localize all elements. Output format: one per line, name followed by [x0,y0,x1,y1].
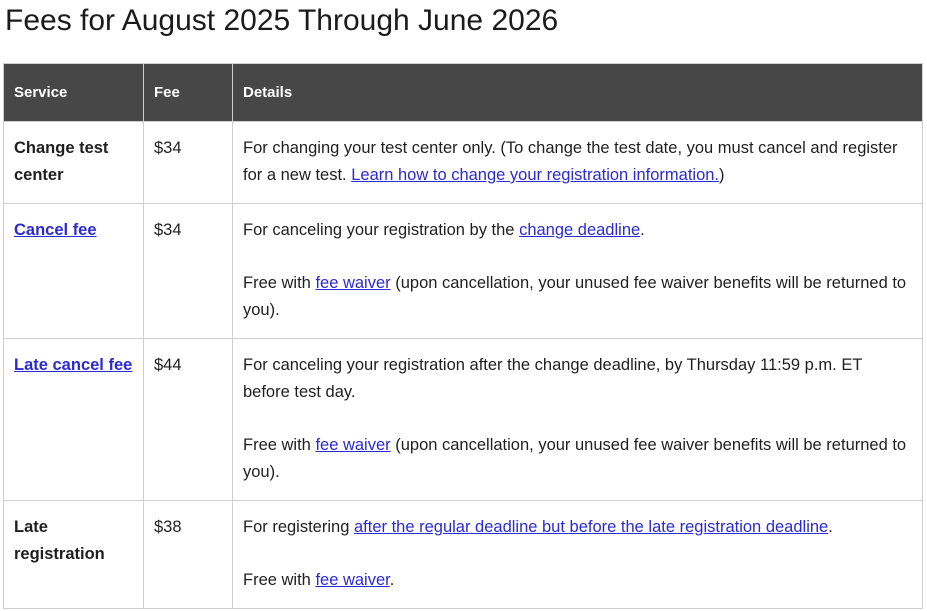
details-paragraph: Free with fee waiver (upon cancellation,… [243,270,912,324]
service-cell: Late registration [3,500,144,609]
column-header-service: Service [3,63,144,122]
fees-table: Service Fee Details Change test center $3… [3,63,923,609]
service-cell: Change test center [3,121,144,204]
details-text: For canceling your registration after th… [243,356,863,401]
details-paragraph: For canceling your registration after th… [243,352,912,406]
fees-table-body: Change test center $34 For changing your t… [3,121,923,609]
details-text: (upon cancellation, your unused fee waiv… [243,436,907,481]
details-paragraph: Free with fee waiver. [243,567,912,594]
table-row: Cancel fee $34 For canceling your registra… [3,203,923,339]
details-cell: For canceling your registration after th… [232,338,923,501]
details-paragraph: For changing your test center only. (To … [243,135,912,189]
column-header-details: Details [232,63,923,122]
details-text: (upon cancellation, your unused fee waiv… [243,274,907,319]
details-link[interactable]: change deadline [519,221,641,239]
details-cell: For registering after the regular deadli… [232,500,923,609]
table-row: Late registration $38 For registering afte… [3,500,923,609]
details-text: Free with [243,436,316,454]
service-link[interactable]: Late cancel fee [14,356,133,374]
details-text: . [389,571,395,589]
details-text: Free with [243,571,316,589]
details-text: For changing your test center only. (To … [243,139,898,184]
service-name: Change test center [14,139,109,184]
service-cell: Late cancel fee [3,338,144,501]
fee-cell: $38 [143,500,233,609]
page-title: Fees for August 2025 Through June 2026 [5,4,559,37]
details-paragraph: Free with fee waiver (upon cancellation,… [243,432,912,486]
fees-table-header: Service Fee Details [3,63,923,122]
service-name: Late registration [14,518,105,563]
table-row: Late cancel fee $44 For canceling your reg… [3,338,923,501]
service-link[interactable]: Cancel fee [14,221,97,239]
details-paragraph: For canceling your registration by the c… [243,217,912,244]
details-link[interactable]: after the regular deadline but before th… [353,518,829,536]
fee-cell: $34 [143,203,233,339]
fee-cell: $34 [143,121,233,204]
details-text: For registering [243,518,354,536]
details-cell: For changing your test center only. (To … [232,121,923,204]
details-text: Free with [243,274,316,292]
details-text: For canceling your registration by the [243,221,520,239]
details-text: . [640,221,645,239]
service-cell: Cancel fee [3,203,144,339]
fee-cell: $44 [143,338,233,501]
details-paragraph: For registering after the regular deadli… [243,514,912,541]
details-link[interactable]: fee waiver [315,571,390,589]
details-link[interactable]: Learn how to change your registration in… [351,166,720,184]
details-text: ) [719,166,725,184]
details-link[interactable]: fee waiver [315,274,391,292]
table-row: Change test center $34 For changing your t… [3,121,923,204]
header-row: Service Fee Details [3,63,923,122]
details-cell: For canceling your registration by the c… [232,203,923,339]
details-text: . [828,518,833,536]
column-header-fee: Fee [143,63,233,122]
details-link[interactable]: fee waiver [315,436,391,454]
